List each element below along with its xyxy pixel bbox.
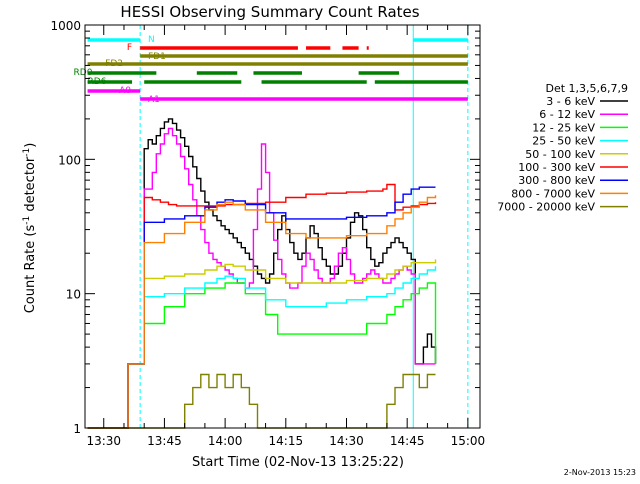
legend-label-7: 300 - 800 keV xyxy=(518,174,595,187)
y-axis-label-end: ) xyxy=(23,143,38,148)
status-label-n: N xyxy=(148,35,155,45)
x-tick-label-1: 13:30 xyxy=(86,434,121,448)
y-axis-label-sup2: -1 xyxy=(22,148,32,157)
series-line-2 xyxy=(87,127,436,429)
legend-label-9: 7000 - 20000 keV xyxy=(497,201,595,214)
x-tick-label-4: 14:15 xyxy=(269,434,304,448)
x-tick-label-5: 14:30 xyxy=(329,434,364,448)
status-label-fd2: FD2 xyxy=(105,59,123,69)
status-label-rd6: RD6 xyxy=(88,77,107,87)
series-line-5 xyxy=(87,259,437,429)
y-tick-label-2: 10 xyxy=(66,288,81,302)
legend-label-8: 800 - 7000 keV xyxy=(511,187,595,200)
series-line-4 xyxy=(87,266,437,429)
y-axis-label-main: Count Rate (s xyxy=(23,225,38,314)
status-label-a0: A0 xyxy=(119,86,131,96)
series-line-7 xyxy=(87,186,436,429)
series-line-6 xyxy=(87,183,437,429)
y-tick-label-1: 1 xyxy=(73,422,81,436)
plot-frame xyxy=(84,24,481,429)
legend-label-2: 6 - 12 keV xyxy=(539,108,595,121)
status-label-rd0: RD0 xyxy=(74,68,93,78)
y-axis-label-sup1: -1 xyxy=(22,216,32,225)
legend-label-5: 50 - 100 keV xyxy=(525,148,595,161)
status-label-f: F xyxy=(127,43,132,53)
y-axis-label: Count Rate (s-1 detector-1) xyxy=(22,143,38,314)
legend-title: Det 1,3,5,6,7,9 xyxy=(545,82,628,95)
x-tick-label-7: 15:00 xyxy=(451,434,486,448)
x-axis-label: Start Time (02-Nov-13 13:25:22) xyxy=(192,455,404,470)
series-line-8 xyxy=(87,195,437,429)
series-lines xyxy=(87,118,437,429)
x-tick-label-6: 14:45 xyxy=(390,434,425,448)
axes: 1 10 100 1000 13:30 13:45 14:00 14:15 14:30 14:45… xyxy=(50,19,485,448)
legend-label-6: 100 - 300 keV xyxy=(518,161,595,174)
series-line-1 xyxy=(87,118,437,429)
footer-timestamp: 2-Nov-2013 15:23 xyxy=(564,468,636,477)
y-tick-label-3: 100 xyxy=(58,153,81,167)
legend-label-4: 25 - 50 keV xyxy=(532,135,595,148)
status-label-a1: A1 xyxy=(148,95,160,105)
y-tick-label-4: 1000 xyxy=(50,19,81,33)
series-line-3 xyxy=(87,282,437,429)
x-tick-label-3: 14:00 xyxy=(208,434,243,448)
y-axis-label-mid: detector xyxy=(23,156,38,216)
legend-label-1: 3 - 6 keV xyxy=(546,95,595,108)
chart-title: HESSI Observing Summary Count Rates xyxy=(120,3,419,21)
x-tick-label-2: 13:45 xyxy=(147,434,182,448)
status-label-fd1: FD1 xyxy=(148,52,166,62)
legend-label-3: 12 - 25 keV xyxy=(532,121,595,134)
